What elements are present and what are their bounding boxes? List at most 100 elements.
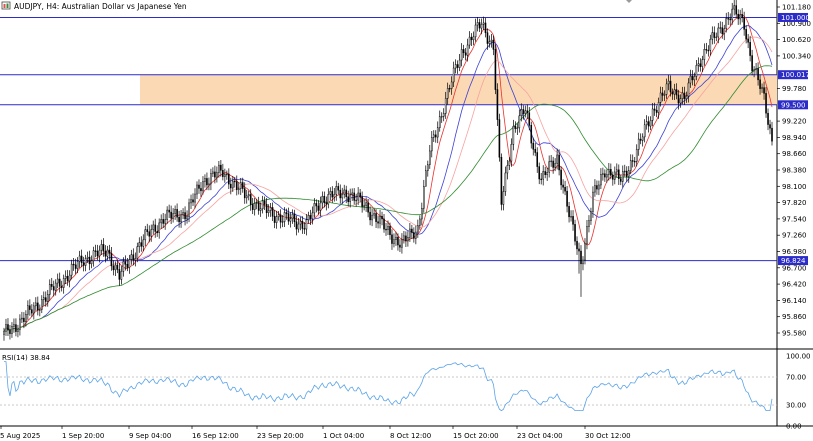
- candle: [80, 249, 83, 267]
- candle: [56, 273, 59, 289]
- candle: [363, 199, 365, 211]
- candle: [13, 318, 15, 333]
- candle: [711, 26, 714, 45]
- candle: [661, 86, 664, 102]
- candle: [454, 59, 457, 74]
- candle: [677, 89, 680, 110]
- candle: [339, 184, 342, 204]
- rsi-panel[interactable]: RSI(14) 38.84 100.00 70.00 30.00 0.00: [0, 353, 811, 431]
- price-panel[interactable]: [0, 0, 777, 349]
- svg-text:100.017: 100.017: [781, 71, 810, 79]
- candle: [440, 112, 443, 123]
- candle: [578, 242, 580, 274]
- candle: [490, 33, 493, 48]
- candle: [619, 174, 622, 186]
- candle: [347, 190, 350, 207]
- chart-symbol-menu-icon[interactable]: [1, 1, 11, 10]
- candle: [727, 11, 730, 25]
- candle: [480, 18, 483, 35]
- candle: [697, 57, 700, 72]
- candle: [349, 188, 351, 208]
- corner-icon[interactable]: [626, 0, 632, 3]
- candle: [64, 270, 67, 284]
- candle: [448, 84, 451, 93]
- time-tick-label: 1 Oct 04:00: [323, 432, 364, 440]
- candle: [616, 163, 618, 178]
- candle: [218, 161, 220, 178]
- candle: [663, 90, 666, 102]
- candle: [759, 74, 761, 95]
- candle: [691, 70, 694, 86]
- candle: [58, 272, 61, 293]
- candle: [659, 86, 662, 107]
- candle: [419, 215, 421, 230]
- candle: [625, 166, 628, 182]
- candle: [387, 220, 389, 236]
- rsi-tick-label: 0.00: [786, 423, 802, 431]
- candle: [267, 204, 270, 217]
- candle: [60, 280, 63, 292]
- candle: [269, 203, 272, 217]
- candle: [542, 165, 544, 186]
- candle: [745, 25, 747, 44]
- candle: [673, 83, 676, 101]
- price-tick-label: 95.860: [782, 313, 807, 321]
- candle: [608, 162, 610, 181]
- candle: [633, 157, 636, 167]
- candle: [206, 172, 208, 191]
- candle: [383, 213, 385, 233]
- candle: [108, 244, 111, 260]
- candle: [685, 91, 688, 103]
- candle: [572, 210, 574, 231]
- candle: [224, 168, 226, 183]
- candle: [54, 279, 57, 296]
- candle: [337, 182, 340, 195]
- candle: [522, 105, 525, 120]
- candle: [102, 238, 105, 257]
- candle: [261, 195, 264, 214]
- candle: [580, 245, 582, 297]
- candle: [478, 18, 481, 33]
- candle: [695, 59, 698, 81]
- candle: [144, 225, 147, 247]
- candle: [104, 245, 107, 263]
- candle: [426, 160, 429, 177]
- rsi-tick-label: 30.00: [786, 402, 806, 410]
- candle: [584, 238, 586, 265]
- candle: [222, 163, 224, 181]
- candle: [560, 166, 562, 190]
- candle: [35, 297, 37, 311]
- candle: [247, 190, 250, 201]
- candle: [516, 123, 519, 136]
- candle: [343, 184, 346, 199]
- candle: [351, 188, 353, 201]
- candle: [122, 257, 125, 277]
- candle: [303, 222, 306, 235]
- candle: [136, 242, 139, 263]
- candle: [554, 158, 556, 172]
- candle: [693, 72, 696, 87]
- candle: [212, 167, 214, 177]
- candle: [713, 26, 716, 44]
- candle: [450, 76, 453, 95]
- candle: [335, 180, 338, 201]
- candle: [707, 45, 710, 57]
- candle: [769, 119, 771, 135]
- candle: [536, 147, 539, 173]
- time-tick-label: 23 Oct 04:00: [517, 432, 563, 440]
- candle: [771, 121, 773, 146]
- candle: [33, 302, 35, 320]
- candle: [733, 0, 735, 16]
- price-tick-label: 98.380: [782, 167, 807, 175]
- candle: [74, 258, 77, 275]
- candle: [160, 214, 162, 229]
- candle: [488, 35, 491, 48]
- candle: [667, 74, 670, 91]
- candle: [162, 212, 164, 228]
- candle: [299, 217, 302, 231]
- candle: [415, 225, 417, 245]
- candle: [612, 171, 614, 186]
- candle: [669, 75, 672, 97]
